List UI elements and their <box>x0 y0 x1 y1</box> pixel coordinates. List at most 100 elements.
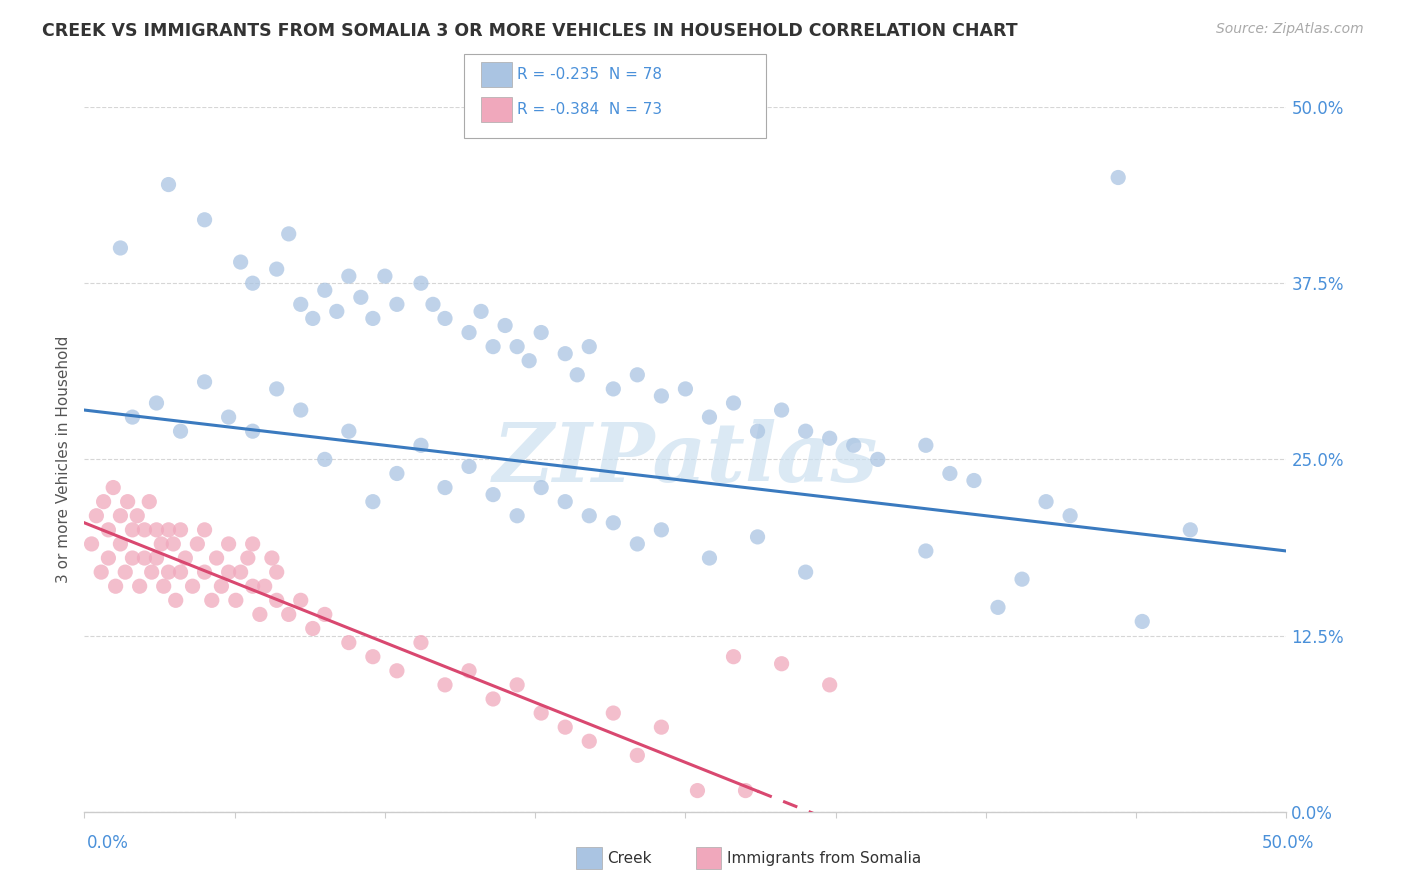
Point <box>145 551 167 566</box>
Point <box>554 720 576 734</box>
Point <box>506 508 529 523</box>
Point <box>626 537 648 551</box>
Point <box>734 783 756 797</box>
Point <box>434 481 457 495</box>
Point <box>723 649 745 664</box>
Point <box>110 537 132 551</box>
Point <box>818 678 841 692</box>
Point <box>482 340 505 354</box>
Point <box>818 431 841 445</box>
Point <box>361 311 384 326</box>
Point <box>145 523 167 537</box>
Point <box>103 481 125 495</box>
Point <box>80 537 103 551</box>
Point <box>963 474 986 488</box>
Point <box>361 494 384 508</box>
Point <box>290 297 312 311</box>
Text: 50.0%: 50.0% <box>1263 834 1315 852</box>
Point <box>650 720 672 734</box>
Point <box>314 283 336 297</box>
Point <box>470 304 492 318</box>
Point <box>97 523 120 537</box>
Point <box>1130 615 1153 629</box>
Point <box>422 297 444 311</box>
Point <box>121 410 143 425</box>
Point <box>915 544 938 558</box>
Point <box>602 382 624 396</box>
Point <box>128 579 150 593</box>
Point <box>650 389 672 403</box>
Point <box>121 551 143 566</box>
Point <box>506 340 529 354</box>
Point <box>86 508 108 523</box>
Point <box>578 508 600 523</box>
Point <box>1011 572 1033 586</box>
Point <box>578 734 600 748</box>
Text: 0.0%: 0.0% <box>87 834 129 852</box>
Point <box>290 403 312 417</box>
Point <box>301 311 323 326</box>
Point <box>506 678 529 692</box>
Point <box>218 565 240 579</box>
Point <box>337 635 360 649</box>
Point <box>229 255 252 269</box>
Point <box>747 424 769 438</box>
Point <box>174 551 197 566</box>
Point <box>794 424 817 438</box>
Point <box>150 537 173 551</box>
Point <box>409 635 432 649</box>
Point <box>939 467 962 481</box>
Point <box>723 396 745 410</box>
Point <box>374 269 396 284</box>
Point <box>385 297 408 311</box>
Point <box>218 410 240 425</box>
Point <box>90 565 112 579</box>
Point <box>747 530 769 544</box>
Point <box>314 607 336 622</box>
Text: R = -0.235  N = 78: R = -0.235 N = 78 <box>517 67 662 81</box>
Point <box>201 593 224 607</box>
Point <box>1035 494 1057 508</box>
Point <box>157 178 180 192</box>
Point <box>127 508 149 523</box>
Point <box>650 523 672 537</box>
Point <box>209 579 232 593</box>
Point <box>97 551 120 566</box>
Point <box>114 565 136 579</box>
Point <box>236 551 259 566</box>
Text: Immigrants from Somalia: Immigrants from Somalia <box>727 851 921 865</box>
Point <box>138 494 160 508</box>
Point <box>266 593 288 607</box>
Point <box>337 424 360 438</box>
Point <box>866 452 889 467</box>
Text: CREEK VS IMMIGRANTS FROM SOMALIA 3 OR MORE VEHICLES IN HOUSEHOLD CORRELATION CHA: CREEK VS IMMIGRANTS FROM SOMALIA 3 OR MO… <box>42 22 1018 40</box>
Point <box>242 579 264 593</box>
Point <box>194 375 217 389</box>
Point <box>915 438 938 452</box>
Point <box>277 227 299 241</box>
Y-axis label: 3 or more Vehicles in Household: 3 or more Vehicles in Household <box>56 335 72 583</box>
Point <box>194 523 217 537</box>
Point <box>385 467 408 481</box>
Point <box>458 326 481 340</box>
Point <box>145 396 167 410</box>
Point <box>266 262 288 277</box>
Point <box>554 346 576 360</box>
Point <box>229 565 252 579</box>
Point <box>409 276 432 290</box>
Point <box>93 494 115 508</box>
Point <box>117 494 139 508</box>
Point <box>290 593 312 607</box>
Point <box>1180 523 1202 537</box>
Point <box>626 368 648 382</box>
Point <box>249 607 271 622</box>
Point <box>157 565 180 579</box>
Point <box>530 481 553 495</box>
Point <box>242 276 264 290</box>
Point <box>494 318 516 333</box>
Point <box>434 678 457 692</box>
Point <box>770 657 793 671</box>
Point <box>134 523 156 537</box>
Text: Creek: Creek <box>607 851 652 865</box>
Point <box>675 382 697 396</box>
